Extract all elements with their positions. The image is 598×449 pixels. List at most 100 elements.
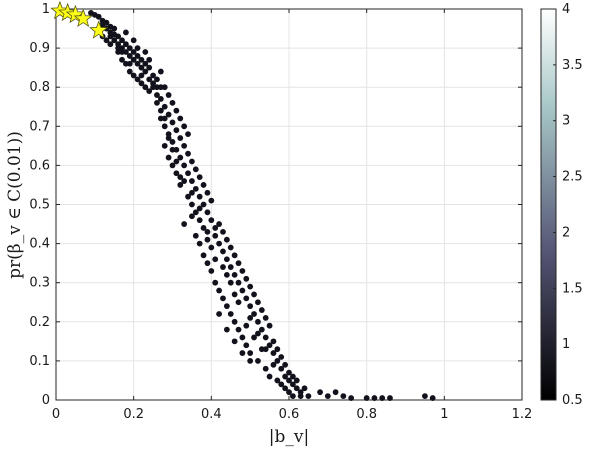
data-point [293,377,300,384]
data-point [177,115,184,122]
data-point [130,37,137,44]
data-point [216,287,223,294]
data-point [223,256,230,263]
x-axis-label: |b_v| [269,427,309,447]
star-marker [65,4,86,24]
data-point [169,119,176,126]
colorbar-gradient [540,8,557,401]
colorbar: 0.5 1 1.5 2 2.5 3 3.5 4 [540,2,583,408]
data-point [216,311,223,317]
data-point [157,68,164,75]
colorbar-tick-label: 3 [562,114,570,129]
data-point [247,350,254,356]
grid [56,9,522,400]
data-point [348,395,355,401]
axis-ticks: 0 0.2 0.4 0.6 0.8 1 1.2 0 0.1 0.2 0.3 0.4 0.5 0.6 0.7 0… [29,2,532,422]
star-markers [50,0,109,39]
data-point [138,56,145,63]
x-tick-label: 1.2 [512,407,533,422]
data-point [161,115,168,122]
data-point [204,189,211,196]
data-point [119,49,125,55]
data-point [161,123,168,130]
data-point [126,68,133,75]
data-point [231,291,238,298]
data-point [216,221,223,227]
data-point [255,318,261,325]
data-point [200,225,207,231]
data-point [169,146,176,153]
data-point [220,248,226,255]
colorbar-tick-label: 0.5 [562,393,583,408]
data-point [177,174,184,181]
data-point [270,338,277,345]
y-tick-label: 0.8 [29,80,50,95]
data-point [173,127,180,134]
data-point [173,107,180,114]
data-point [138,64,145,71]
data-point [192,232,199,239]
x-tick-label: 0.4 [201,407,222,422]
data-point [235,279,242,286]
data-point [173,170,180,177]
data-point [270,361,277,368]
data-point [223,303,230,310]
data-point [282,373,289,380]
x-tick-label: 0.8 [356,407,377,422]
data-point [324,393,331,399]
data-point [297,393,304,399]
data-point [247,314,254,321]
data-point [115,45,122,51]
data-point [278,365,285,372]
data-point [111,37,118,44]
data-point [123,41,129,48]
data-point [95,13,102,20]
data-point [204,260,211,267]
data-point [231,318,238,325]
y-tick-label: 0.5 [29,198,50,213]
data-point [262,314,269,321]
data-point [150,80,156,87]
data-point [138,72,145,79]
data-point [289,393,296,399]
data-point [289,381,296,388]
data-point [196,217,203,224]
colorbar-tick-label: 2.5 [562,170,583,185]
x-tick-label: 1 [440,407,448,422]
star-marker [73,8,93,27]
data-point [212,279,219,286]
data-point [204,209,211,216]
data-point [266,322,273,329]
data-points [88,10,436,401]
data-point [379,395,386,401]
data-point [208,244,215,251]
data-point [181,162,188,169]
data-point [227,279,234,286]
data-point [126,53,133,59]
data-point [161,142,168,149]
data-point [181,142,188,149]
data-point [177,154,184,161]
data-point [255,299,261,306]
data-point [332,389,339,396]
data-point [142,84,149,91]
data-point [227,311,234,317]
data-point [150,72,156,79]
data-point [169,162,176,169]
data-point [305,393,312,399]
data-point [177,135,184,141]
data-point [212,256,219,263]
data-point [220,295,226,302]
data-point [262,346,269,353]
data-point [208,268,215,274]
data-point [243,322,250,329]
data-point [274,358,281,364]
y-tick-label: 0.2 [29,315,50,330]
data-point [196,205,203,212]
data-point [282,385,289,392]
data-point [165,135,172,141]
data-point [212,232,219,239]
y-tick-label: 0.1 [29,354,50,369]
data-point [212,225,219,231]
data-point [134,60,141,67]
